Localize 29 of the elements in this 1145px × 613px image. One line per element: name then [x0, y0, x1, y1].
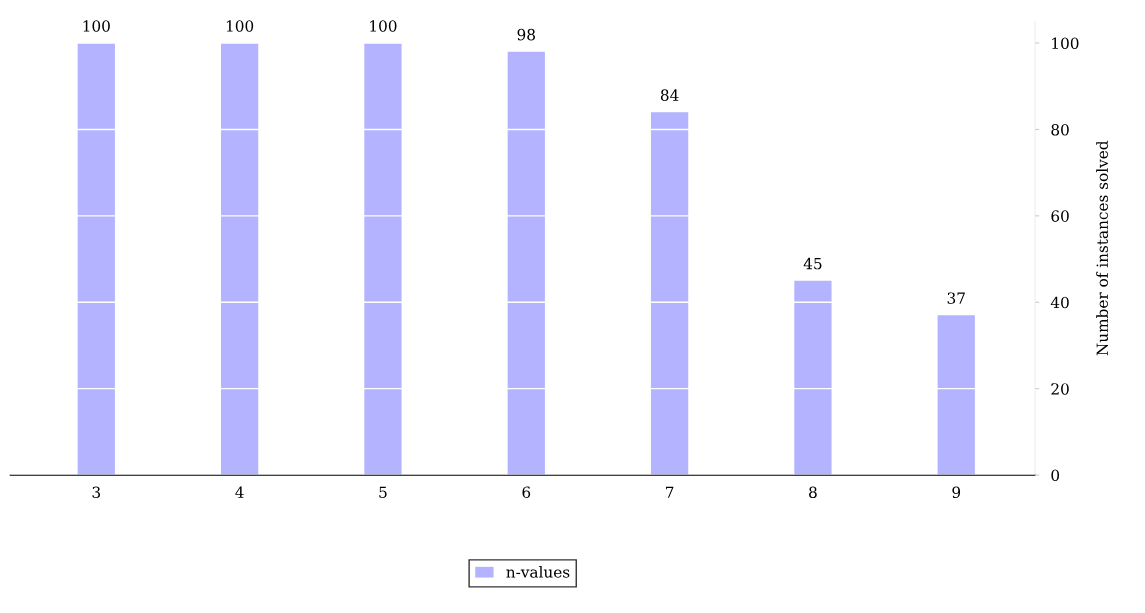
legend-label: n-values: [506, 565, 570, 578]
y-tick-label: 100: [1052, 37, 1079, 50]
x-tick-label: 7: [666, 486, 674, 498]
data-label: 84: [660, 89, 679, 101]
data-label: 100: [83, 20, 110, 32]
data-label: 100: [370, 20, 397, 32]
y-tick-label: 20: [1051, 383, 1069, 395]
y-axis-title: Number of instances solved: [1096, 140, 1109, 356]
y-tick-label: 80: [1051, 123, 1069, 136]
y-tick-label: 60: [1051, 210, 1069, 222]
x-tick-label: 3: [92, 486, 101, 499]
bar: [364, 43, 402, 476]
bar: [507, 51, 545, 476]
x-tick-label: 8: [809, 486, 817, 499]
bar: [794, 280, 832, 476]
x-tick-label: 6: [522, 486, 531, 499]
data-label: 100: [226, 20, 254, 32]
x-tick-label: 9: [952, 486, 961, 499]
y-tick-label: 40: [1050, 296, 1069, 309]
x-tick-label: 5: [379, 486, 387, 499]
bar: [937, 315, 975, 476]
x-tick-label: 4: [235, 486, 244, 498]
bar: [220, 43, 259, 476]
y-tick-label: 0: [1051, 469, 1060, 482]
data-label: 45: [803, 257, 822, 270]
data-label: 98: [517, 28, 535, 41]
bar: [77, 43, 115, 476]
bar: [650, 112, 689, 476]
data-label: 37: [947, 292, 965, 304]
